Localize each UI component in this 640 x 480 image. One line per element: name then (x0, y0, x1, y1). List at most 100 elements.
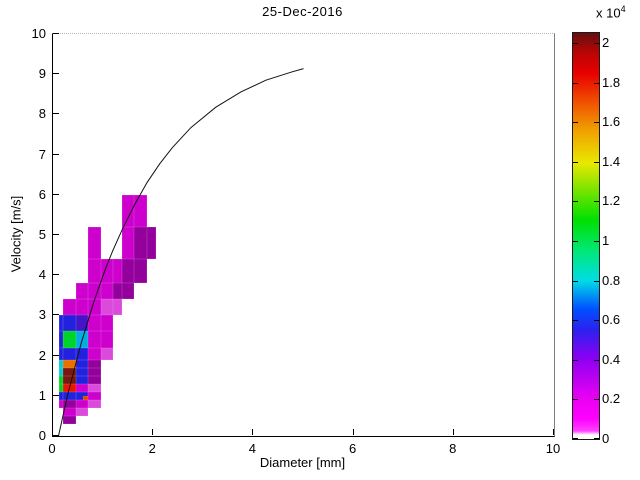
y-tick-mark (53, 435, 59, 436)
heatmap-cell (63, 359, 76, 368)
colorbar-tick-mark (573, 241, 578, 242)
colorbar-tick-mark (594, 43, 599, 44)
colorbar-tick-mark (573, 281, 578, 282)
heatmap-cell (134, 259, 147, 284)
heatmap-cell (88, 315, 101, 332)
heatmap-cell (75, 375, 89, 384)
y-tick-mark (53, 153, 59, 155)
heatmap-cell (59, 391, 63, 400)
heatmap-cell (134, 226, 147, 260)
x-tick-label: 8 (449, 441, 457, 456)
y-tick-mark (53, 113, 59, 115)
heatmap-cell (113, 299, 122, 316)
colorbar-tick-mark (573, 83, 578, 84)
heatmap-cell (100, 299, 114, 316)
y-tick-mark (53, 193, 59, 195)
heatmap-cell (88, 399, 101, 408)
heatmap-cell (121, 283, 135, 300)
colorbar-tick-label: 1.6 (602, 114, 621, 129)
heatmap-cell (75, 315, 89, 332)
heatmap-cell (100, 347, 114, 360)
heatmap-cell (63, 299, 76, 316)
plot-title: 25-Dec-2016 (262, 4, 343, 19)
x-axis-label: Diameter [mm] (259, 455, 346, 470)
heatmap-cell (88, 331, 101, 348)
colorbar-tick-mark (594, 201, 599, 202)
heatmap-cell (75, 407, 89, 416)
colorbar-tick-mark (594, 241, 599, 242)
plot-area (52, 33, 555, 437)
heatmap-cell (134, 194, 147, 227)
colorbar-tick-label: 1.8 (602, 75, 621, 90)
y-tick-label: 1 (38, 387, 46, 403)
terminal-velocity-curve (58, 68, 304, 437)
x-tick-mark (252, 429, 254, 435)
colorbar-tick-mark (573, 360, 578, 361)
y-axis-label: Velocity [m/s] (8, 195, 24, 273)
colorbar-tick-mark (594, 122, 599, 123)
heatmap-cell (63, 407, 76, 416)
y-tick-label: 9 (38, 66, 46, 82)
colorbar (572, 32, 600, 440)
y-tick-label: 2 (38, 347, 46, 363)
heatmap-cell (59, 331, 63, 348)
heatmap-cell (75, 347, 89, 360)
colorbar-tick-label: 0.2 (602, 391, 621, 406)
y-tick-label: 3 (38, 307, 46, 323)
x-tick-mark (352, 429, 354, 435)
heatmap-cell (75, 391, 89, 400)
heatmap-cell (59, 347, 63, 360)
x-tick-mark (52, 429, 53, 435)
heatmap-cell (63, 399, 76, 408)
heatmap-cell (100, 259, 114, 284)
colorbar-tick-label: 2 (602, 35, 610, 50)
heatmap-cell (63, 375, 76, 384)
y-tick-label: 8 (38, 106, 46, 122)
x-tick-mark (152, 429, 154, 435)
heatmap-cell (88, 375, 101, 384)
heatmap-cell (88, 391, 101, 400)
y-tick-label: 5 (38, 227, 46, 242)
heatmap-cell (83, 395, 89, 400)
heatmap-cell (88, 347, 101, 360)
colorbar-tick-mark (594, 438, 599, 439)
heatmap-cell (88, 283, 101, 300)
colorbar-tick-label: 0.6 (602, 312, 621, 327)
colorbar-tick-mark (573, 399, 578, 400)
colorbar-gradient (573, 33, 599, 439)
colorbar-tick-mark (573, 201, 578, 202)
heatmap-cell (75, 399, 89, 408)
y-tick-label: 10 (31, 26, 46, 41)
heatmap-cell (100, 331, 114, 348)
heatmap-cell (121, 259, 135, 284)
heatmap-cell (88, 226, 101, 260)
heatmap-cell (75, 383, 89, 392)
x-tick-mark (553, 429, 554, 435)
heatmap-cell (59, 367, 63, 376)
colorbar-tick-label: 1 (602, 233, 610, 248)
y-tick-label: 0 (38, 428, 46, 443)
heatmap-cell (88, 367, 101, 376)
x-tick-label: 10 (545, 441, 561, 456)
heatmap-cell (63, 415, 76, 424)
heatmap-cell (63, 315, 76, 332)
colorbar-exponent-label: x 104 (596, 4, 626, 21)
colorbar-tick-label: 0 (602, 431, 610, 446)
heatmap-cell (59, 375, 63, 384)
colorbar-tick-mark (594, 281, 599, 282)
x-tick-label: 4 (248, 441, 256, 456)
heatmap-cell (88, 259, 101, 284)
heatmap-cell (88, 383, 101, 392)
x-tick-label: 6 (348, 441, 357, 456)
colorbar-tick-mark (573, 162, 578, 163)
y-tick-mark (53, 394, 59, 396)
heatmap-cell (63, 367, 76, 376)
heatmap-cell (146, 226, 156, 260)
heatmap-cell (100, 283, 114, 300)
heatmap-cell (75, 283, 89, 300)
y-tick-label: 4 (38, 267, 46, 283)
y-tick-mark (53, 234, 59, 235)
colorbar-tick-mark (594, 360, 599, 361)
y-tick-mark (53, 33, 59, 34)
